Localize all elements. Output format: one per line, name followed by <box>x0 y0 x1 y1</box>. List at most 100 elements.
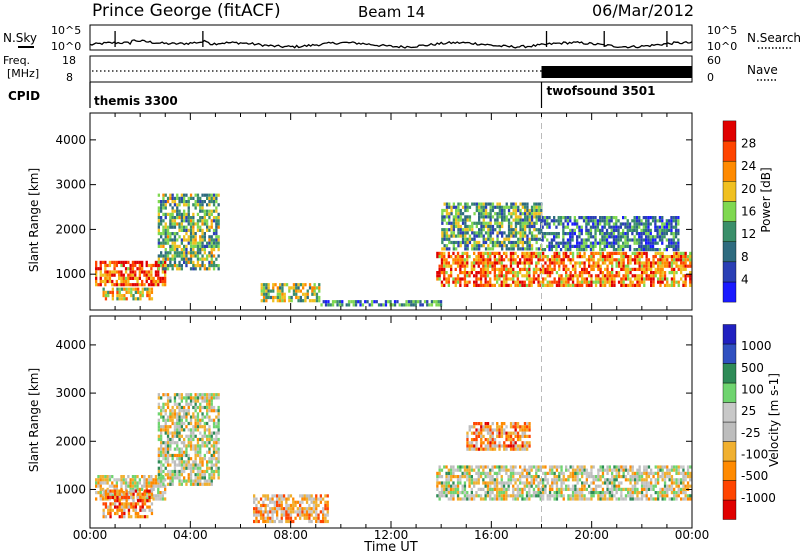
heatmap-cell <box>588 271 591 275</box>
heatmap-cell <box>569 277 572 281</box>
heatmap-cell <box>201 412 204 416</box>
heatmap-cell <box>199 244 202 248</box>
heatmap-cell <box>650 487 653 491</box>
heatmap-cell <box>166 264 170 268</box>
heatmap-cell <box>633 238 636 242</box>
heatmap-cell <box>124 487 128 491</box>
heatmap-cell <box>498 244 501 248</box>
heatmap-cell <box>638 232 641 236</box>
heatmap-cell <box>196 437 200 442</box>
heatmap-cell <box>212 396 216 400</box>
heatmap-cell <box>178 212 181 216</box>
heatmap-cell <box>111 502 114 506</box>
heatmap-cell <box>624 497 628 501</box>
heatmap-cell <box>101 279 105 284</box>
heatmap-cell <box>194 393 197 397</box>
heatmap-cell <box>542 264 545 268</box>
heatmap-cell <box>537 274 540 278</box>
heatmap-cell <box>594 228 597 232</box>
heatmap-cell <box>102 489 105 493</box>
heatmap-cell <box>463 274 467 278</box>
heatmap-cell <box>183 453 186 458</box>
heatmap-cell <box>115 484 118 488</box>
heatmap-cell <box>116 511 119 516</box>
heatmap-cell <box>447 478 450 482</box>
heatmap-cell <box>124 283 128 287</box>
heatmap-cell <box>157 200 160 204</box>
heatmap-cell <box>642 232 645 236</box>
heatmap-cell <box>196 428 200 432</box>
heatmap-cell <box>528 212 531 216</box>
heatmap-cell <box>162 203 165 207</box>
heatmap-cell <box>134 270 137 274</box>
heatmap-cell <box>118 287 121 291</box>
heatmap-cell <box>608 216 611 220</box>
heatmap-cell <box>479 251 483 255</box>
heatmap-cell <box>466 251 469 255</box>
heatmap-cell <box>624 283 628 287</box>
heatmap-cell <box>647 241 650 245</box>
heatmap-cell <box>438 491 441 495</box>
heatmap-cell <box>601 251 605 255</box>
heatmap-cell <box>203 444 206 448</box>
heatmap-cell <box>445 208 449 213</box>
heatmap-cell <box>645 222 648 226</box>
heatmap-cell <box>486 261 490 265</box>
heatmap-cell <box>445 277 448 281</box>
heatmap-cell <box>279 299 282 303</box>
heatmap-cell <box>104 475 107 479</box>
heatmap-cell <box>315 295 319 300</box>
heatmap-cell <box>675 255 678 259</box>
heatmap-cell <box>567 267 570 271</box>
heatmap-cell <box>555 251 559 255</box>
heatmap-cell <box>482 251 485 255</box>
heatmap-cell <box>303 510 306 514</box>
heatmap-cell <box>526 244 529 248</box>
heatmap-cell <box>620 255 623 259</box>
heatmap-cell <box>106 481 109 485</box>
heatmap-cell <box>183 466 186 470</box>
heatmap-cell <box>173 415 177 419</box>
heatmap-cell <box>201 193 204 197</box>
heatmap-cell <box>305 497 309 501</box>
heatmap-cell <box>443 234 446 238</box>
heatmap-cell <box>479 261 483 265</box>
heatmap-cell <box>180 264 183 268</box>
heatmap-cell <box>477 475 480 479</box>
heatmap-cell <box>477 255 480 259</box>
heatmap-cell <box>514 202 518 206</box>
heatmap-cell <box>445 271 448 275</box>
heatmap-cell <box>601 274 605 278</box>
heatmap-cell <box>689 280 692 284</box>
heatmap-cell <box>489 491 492 495</box>
heatmap-cell <box>208 260 211 264</box>
heatmap-cell <box>592 465 595 469</box>
heatmap-cell <box>645 216 648 220</box>
heatmap-cell <box>484 205 488 209</box>
heatmap-cell <box>677 238 680 242</box>
heatmap-cell <box>132 499 135 503</box>
heatmap-cell <box>647 258 651 262</box>
heatmap-cell <box>157 241 160 245</box>
heatmap-cell <box>169 431 172 435</box>
heatmap-cell <box>636 280 639 284</box>
heatmap-cell <box>173 219 177 223</box>
heatmap-cell <box>157 222 160 226</box>
heatmap-cell <box>503 218 506 222</box>
heatmap-cell <box>605 235 609 239</box>
heatmap-cell <box>675 494 678 498</box>
heatmap-cell <box>484 240 488 245</box>
heatmap-cell <box>159 497 162 501</box>
heatmap-cell <box>199 396 202 400</box>
heatmap-cell <box>196 441 200 445</box>
heatmap-cell <box>514 274 517 278</box>
heatmap-cell <box>199 228 202 232</box>
heatmap-cell <box>479 475 483 479</box>
heatmap-cell <box>271 513 274 517</box>
heatmap-cell <box>450 231 453 235</box>
heatmap-cell <box>166 434 170 438</box>
heatmap-cell <box>498 491 501 495</box>
heatmap-cell <box>447 274 450 278</box>
heatmap-cell <box>185 251 188 255</box>
heatmap-cell <box>521 481 524 485</box>
